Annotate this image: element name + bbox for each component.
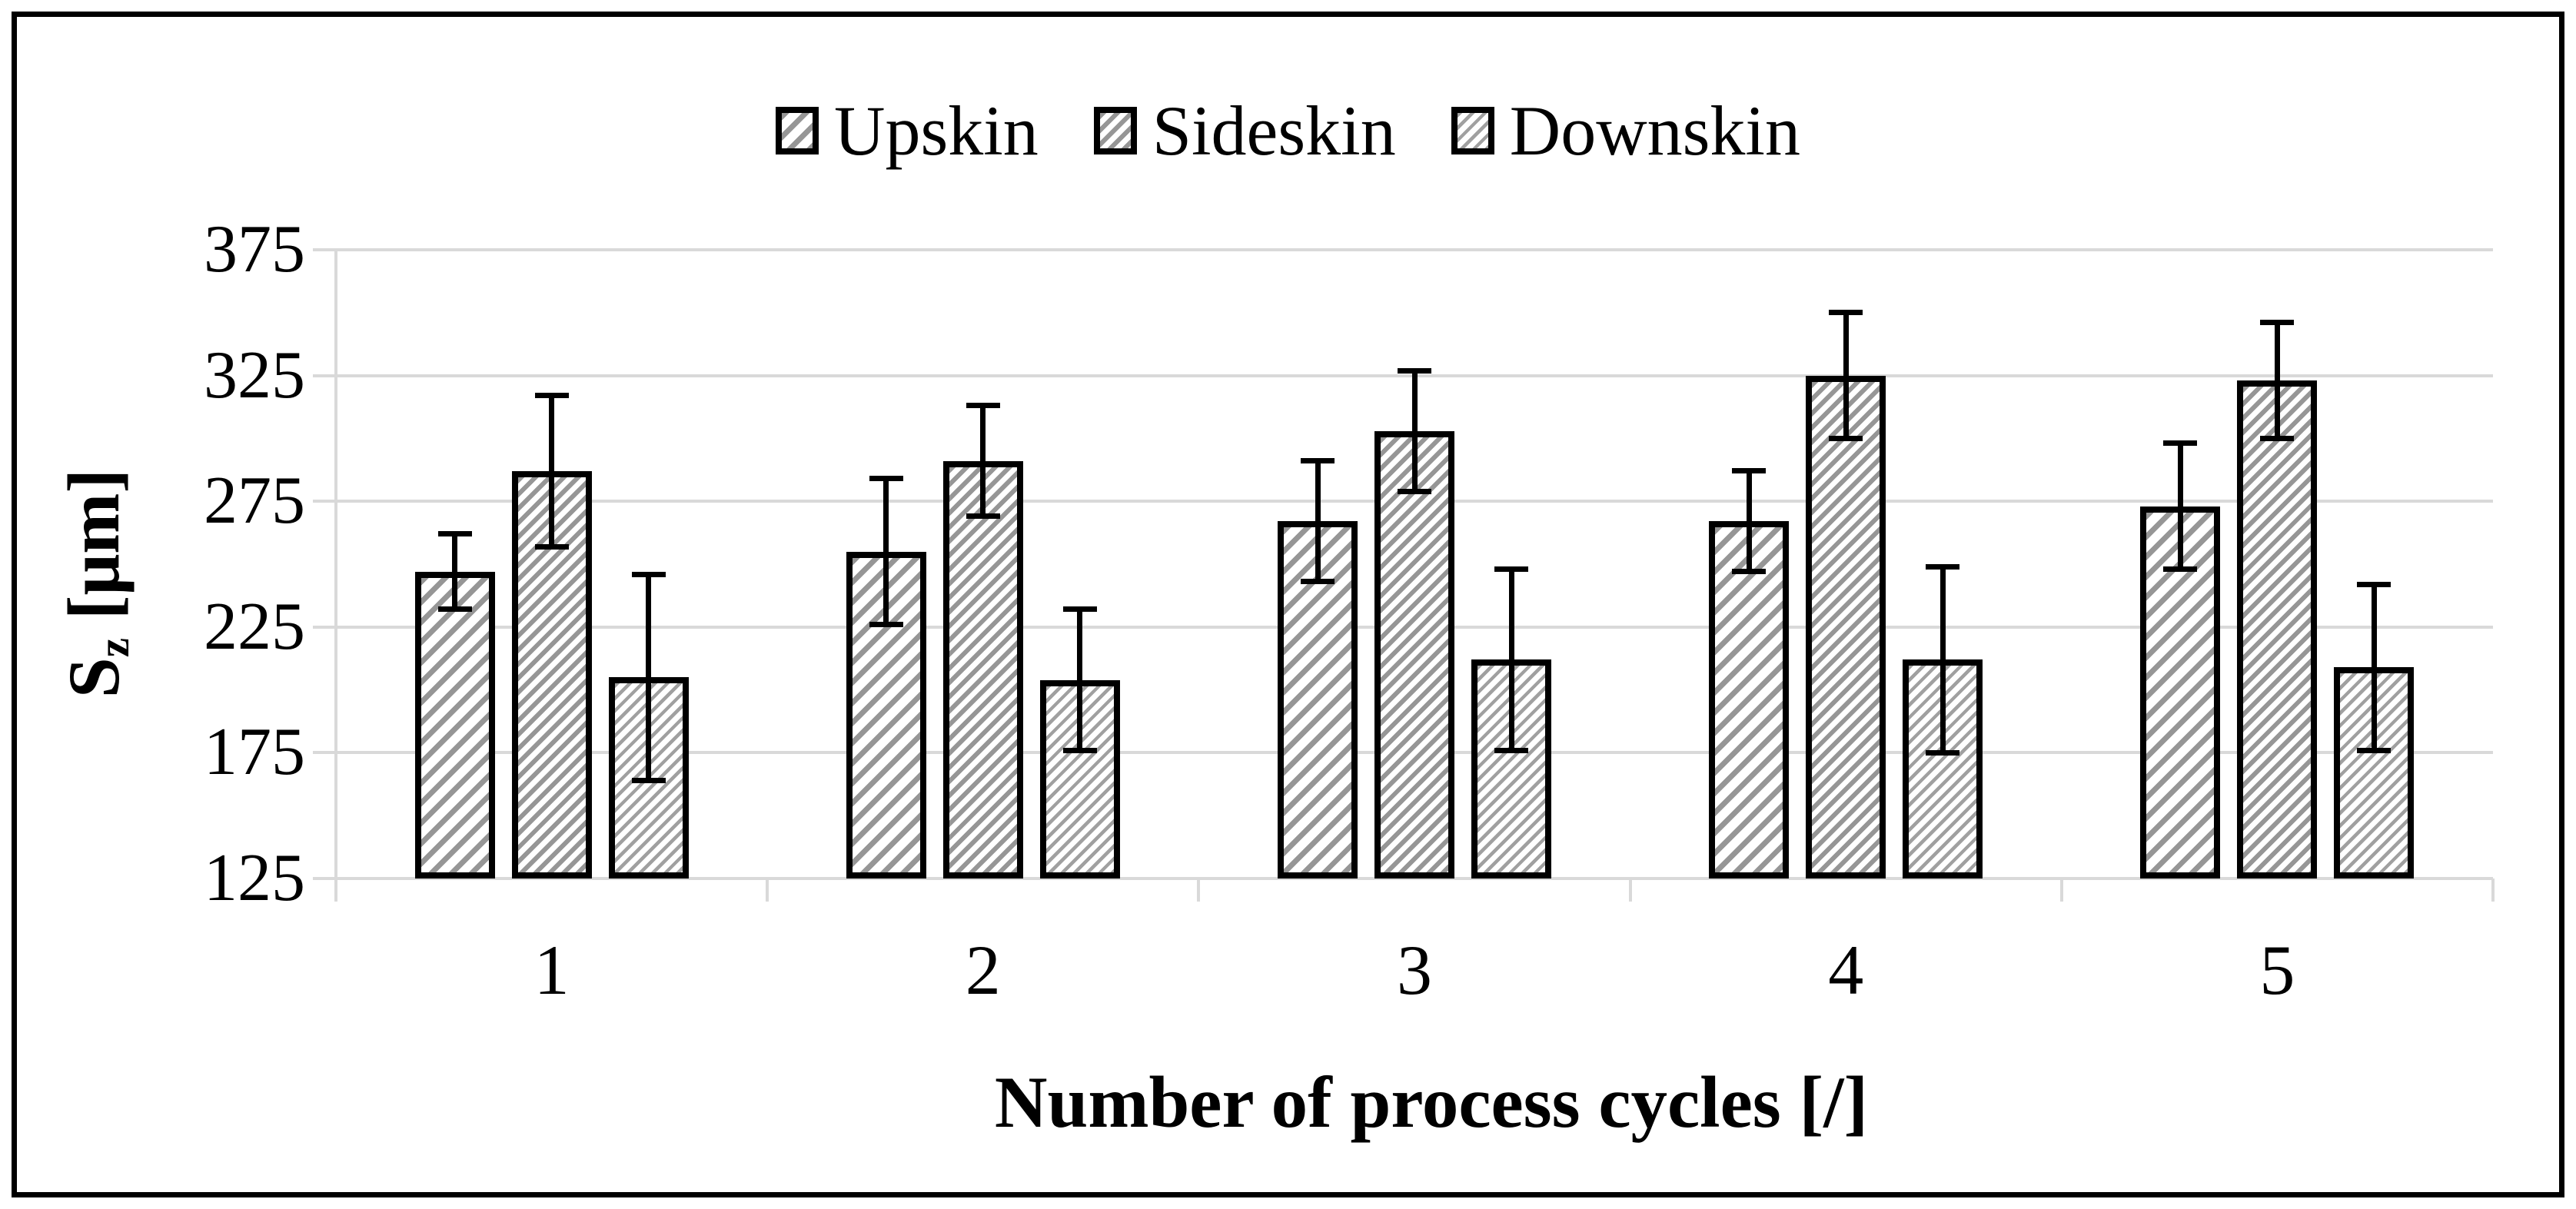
- error-bar-upskin-cycle-3-stem: [1315, 460, 1321, 582]
- error-bar-upskin-cycle-5-top-cap: [2163, 440, 2198, 447]
- error-bar-upskin-cycle-3-bottom-cap: [1301, 579, 1335, 585]
- bar-downskin-cycle-4: [1903, 659, 1983, 879]
- error-bar-sideskin-cycle-1-top-cap: [534, 393, 569, 399]
- y-axis-tick-375: [313, 248, 336, 251]
- legend-item-sideskin: Sideskin: [1093, 91, 1396, 170]
- legend-label-upskin: Upskin: [834, 91, 1039, 170]
- error-bar-upskin-cycle-1-bottom-cap: [437, 606, 472, 613]
- error-bar-upskin-cycle-1-stem: [452, 533, 458, 609]
- error-bar-upskin-cycle-2-stem: [883, 478, 889, 625]
- error-bar-sideskin-cycle-3-bottom-cap: [1398, 488, 1431, 494]
- error-bar-downskin-cycle-2-bottom-cap: [1062, 747, 1097, 753]
- x-axis-tick-5: [2491, 879, 2495, 902]
- y-axis-line: [334, 250, 337, 880]
- x-category-label-3: 3: [1396, 931, 1432, 1009]
- y-axis-tick-175: [313, 751, 336, 755]
- error-bar-upskin-cycle-5-bottom-cap: [2163, 566, 2198, 573]
- error-bar-upskin-cycle-4-bottom-cap: [1732, 569, 1767, 575]
- bar-sideskin-cycle-2: [942, 460, 1023, 879]
- error-bar-sideskin-cycle-4-stem: [1843, 312, 1849, 439]
- error-bar-downskin-cycle-2-top-cap: [1062, 606, 1097, 613]
- error-bar-upskin-cycle-5-stem: [2177, 443, 2183, 570]
- error-bar-sideskin-cycle-1-bottom-cap: [534, 543, 569, 550]
- error-bar-upskin-cycle-3-top-cap: [1301, 458, 1335, 464]
- x-category-label-2: 2: [965, 931, 1001, 1009]
- error-bar-sideskin-cycle-4-top-cap: [1829, 310, 1863, 316]
- diagonal-hatch-wide-icon: [776, 107, 819, 154]
- bar-sideskin-cycle-5: [2237, 380, 2318, 879]
- y-axis-tick-225: [313, 625, 336, 629]
- error-bar-upskin-cycle-2-top-cap: [869, 476, 903, 482]
- x-axis-tick-4: [2059, 879, 2063, 902]
- legend-item-downskin: Downskin: [1451, 95, 1800, 166]
- x-axis-tick-3: [1628, 879, 1632, 902]
- gridline-125: [336, 877, 2493, 880]
- error-bar-downskin-cycle-4-stem: [1939, 566, 1946, 753]
- error-bar-downskin-cycle-5-top-cap: [2357, 581, 2392, 587]
- error-bar-sideskin-cycle-2-stem: [980, 405, 986, 516]
- chart-legend: Upskin Sideskin Downskin: [17, 85, 2559, 177]
- y-axis-tick-325: [313, 374, 336, 377]
- error-bar-sideskin-cycle-5-top-cap: [2260, 320, 2295, 326]
- error-bar-sideskin-cycle-5-bottom-cap: [2260, 435, 2295, 441]
- x-axis-tick-1: [766, 879, 769, 902]
- error-bar-sideskin-cycle-2-bottom-cap: [966, 513, 1000, 520]
- error-bar-downskin-cycle-1-bottom-cap: [631, 777, 666, 783]
- x-axis-title: Number of process cycles [/]: [994, 1061, 1869, 1143]
- bar-sideskin-cycle-4: [1806, 375, 1886, 879]
- diagonal-hatch-fine-icon: [1451, 107, 1494, 154]
- error-bar-upskin-cycle-1-top-cap: [437, 531, 472, 537]
- error-bar-sideskin-cycle-5-stem: [2274, 322, 2280, 439]
- y-tick-label-125: 125: [204, 841, 305, 915]
- y-tick-label-275: 275: [204, 463, 305, 539]
- legend-label-sideskin: Sideskin: [1152, 91, 1396, 170]
- error-bar-upskin-cycle-2-bottom-cap: [869, 622, 903, 628]
- error-bar-upskin-cycle-4-top-cap: [1732, 468, 1767, 474]
- error-bar-downskin-cycle-4-top-cap: [1926, 563, 1960, 570]
- y-tick-label-225: 225: [204, 589, 305, 664]
- x-category-label-1: 1: [533, 931, 570, 1009]
- error-bar-sideskin-cycle-2-top-cap: [966, 403, 1000, 409]
- bar-upskin-cycle-4: [1709, 521, 1790, 879]
- x-axis-tick-0: [334, 879, 337, 902]
- x-category-label-5: 5: [2259, 931, 2295, 1009]
- legend-label-downskin: Downskin: [1509, 91, 1800, 170]
- x-category-label-4: 4: [1828, 931, 1864, 1009]
- plot-area: 125 175 225 275 325 375 1 2 3 4 5: [17, 17, 2559, 1192]
- error-bar-sideskin-cycle-4-bottom-cap: [1829, 435, 1863, 441]
- error-bar-sideskin-cycle-3-top-cap: [1398, 367, 1431, 374]
- error-bar-downskin-cycle-2-stem: [1077, 609, 1083, 751]
- error-bar-downskin-cycle-4-bottom-cap: [1926, 749, 1960, 756]
- y-axis-tick-275: [313, 500, 336, 503]
- bar-sideskin-cycle-3: [1374, 430, 1454, 879]
- diagonal-hatch-dense-icon: [1093, 107, 1137, 154]
- y-axis-tick-125: [313, 877, 336, 880]
- y-tick-label-375: 375: [204, 212, 305, 287]
- error-bar-upskin-cycle-4-stem: [1746, 470, 1752, 572]
- figure-border: Upskin Sideskin Downskin Sz [μm] 125 175 225…: [12, 12, 2564, 1197]
- error-bar-sideskin-cycle-1-stem: [549, 395, 555, 547]
- bar-upskin-cycle-1: [414, 571, 495, 879]
- x-axis-tick-2: [1197, 879, 1201, 902]
- error-bar-downskin-cycle-5-bottom-cap: [2357, 747, 2392, 753]
- error-bar-downskin-cycle-1-top-cap: [631, 571, 666, 577]
- error-bar-downskin-cycle-1-stem: [646, 574, 652, 781]
- error-bar-downskin-cycle-3-bottom-cap: [1494, 747, 1528, 753]
- error-bar-downskin-cycle-5-stem: [2371, 584, 2377, 751]
- error-bar-downskin-cycle-3-top-cap: [1494, 566, 1528, 573]
- y-tick-label-175: 175: [204, 715, 305, 790]
- legend-item-upskin: Upskin: [776, 95, 1039, 166]
- error-bar-downskin-cycle-3-stem: [1508, 569, 1514, 751]
- y-tick-label-325: 325: [204, 337, 305, 413]
- error-bar-sideskin-cycle-3-stem: [1411, 370, 1418, 492]
- gridline-375: [336, 248, 2493, 251]
